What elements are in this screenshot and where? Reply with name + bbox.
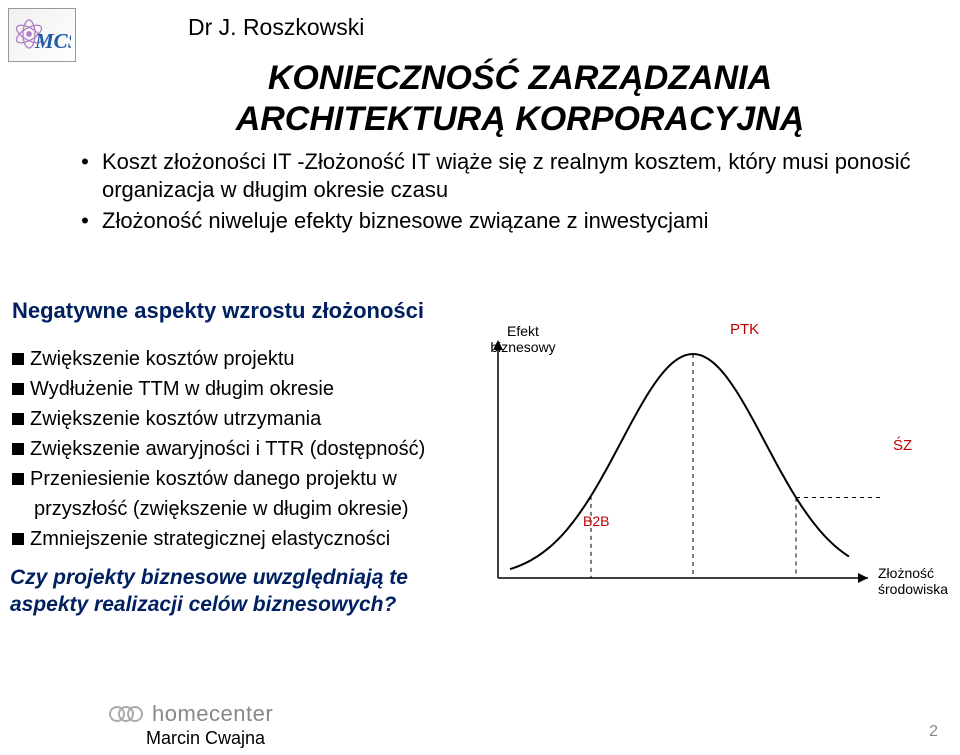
footer-logo: homecenter: [108, 701, 273, 727]
square-marker: [12, 473, 24, 485]
square-marker: [12, 443, 24, 455]
question-text: Czy projekty biznesowe uwzględniają te a…: [10, 564, 440, 619]
bell-curve-chart: Efektbiznesowy PTK ŚZ Złożnośćśrodowiska B2B: [468, 320, 950, 620]
negative-aspects-list: Zwiększenie kosztów projektu Wydłużenie …: [12, 346, 502, 556]
bullet-marker: •: [78, 148, 92, 203]
square-marker: [12, 383, 24, 395]
list-text: Zmniejszenie strategicznej elastyczności: [30, 526, 390, 552]
svg-text:biznesowy: biznesowy: [490, 339, 555, 355]
list-text: Zwiększenie kosztów projektu: [30, 346, 295, 372]
bullet-row: • Złożoność niweluje efekty biznesowe zw…: [78, 207, 920, 235]
svg-text:B2B: B2B: [583, 513, 609, 529]
list-item: Zwiększenie awaryjności i TTR (dostępnoś…: [12, 436, 502, 462]
list-item: Zwiększenie kosztów projektu: [12, 346, 502, 372]
footer-brand: homecenter: [152, 701, 273, 727]
list-text: Zwiększenie kosztów utrzymania: [30, 406, 321, 432]
bullet-marker: •: [78, 207, 92, 235]
list-item: Wydłużenie TTM w długim okresie: [12, 376, 502, 402]
svg-text:ŚZ: ŚZ: [893, 436, 912, 454]
bullet-row: • Koszt złożoności IT -Złożoność IT wiąż…: [78, 148, 920, 203]
author-line: Dr J. Roszkowski: [188, 14, 364, 41]
page-title: KONIECZNOŚĆ ZARZĄDZANIA ARCHITEKTURĄ KOR…: [120, 58, 920, 140]
list-text: Wydłużenie TTM w długim okresie: [30, 376, 334, 402]
main-bullets: • Koszt złożoności IT -Złożoność IT wiąż…: [78, 148, 920, 239]
title-line-2: ARCHITEKTURĄ KORPORACYJNĄ: [236, 100, 805, 138]
svg-text:Efekt: Efekt: [507, 323, 539, 339]
bullet-text: Koszt złożoności IT -Złożoność IT wiąże …: [102, 148, 920, 203]
list-item: Zmniejszenie strategicznej elastyczności: [12, 526, 502, 552]
footer-author: Marcin Cwajna: [146, 728, 265, 749]
rings-icon: [108, 703, 144, 725]
list-item: Zwiększenie kosztów utrzymania: [12, 406, 502, 432]
logo-text: MCS: [34, 29, 71, 53]
list-text: Zwiększenie awaryjności i TTR (dostępnoś…: [30, 436, 425, 462]
list-text: Przeniesienie kosztów danego projektu w: [30, 466, 397, 492]
list-text-continuation: przyszłość (zwiększenie w długim okresie…: [12, 496, 502, 522]
square-marker: [12, 353, 24, 365]
square-marker: [12, 533, 24, 545]
page-number: 2: [929, 723, 938, 741]
svg-text:Złożność: Złożność: [878, 565, 934, 581]
list-item: Przeniesienie kosztów danego projektu w: [12, 466, 502, 492]
title-line-1: KONIECZNOŚĆ ZARZĄDZANIA: [268, 59, 772, 97]
square-marker: [12, 413, 24, 425]
negative-aspects-title: Negatywne aspekty wzrostu złożoności: [12, 298, 424, 324]
bullet-text: Złożoność niweluje efekty biznesowe zwią…: [102, 207, 709, 235]
svg-text:PTK: PTK: [730, 321, 759, 338]
mcs-logo: MCS: [8, 8, 76, 62]
svg-text:środowiska: środowiska: [878, 581, 948, 597]
